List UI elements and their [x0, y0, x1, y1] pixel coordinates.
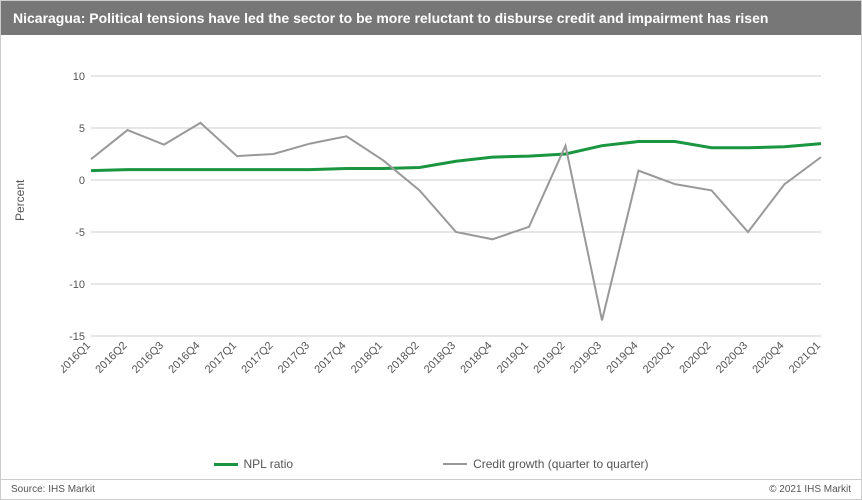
svg-text:2018Q4: 2018Q4	[458, 340, 494, 376]
legend-item: Credit growth (quarter to quarter)	[443, 457, 648, 471]
line-chart: -15-10-505102016Q12016Q22016Q32016Q42017…	[61, 66, 831, 396]
svg-text:2020Q2: 2020Q2	[677, 340, 713, 376]
footer: Source: IHS Markit © 2021 IHS Markit	[1, 479, 861, 499]
svg-text:2020Q1: 2020Q1	[641, 340, 677, 376]
svg-text:2017Q3: 2017Q3	[276, 340, 312, 376]
svg-text:2020Q4: 2020Q4	[750, 340, 786, 376]
svg-text:2017Q1: 2017Q1	[203, 340, 239, 376]
svg-text:5: 5	[79, 123, 85, 135]
svg-text:-5: -5	[75, 227, 85, 239]
svg-text:2017Q4: 2017Q4	[312, 340, 348, 376]
svg-text:2021Q1: 2021Q1	[787, 340, 823, 376]
svg-text:2016Q1: 2016Q1	[61, 340, 93, 376]
legend-swatch	[214, 463, 238, 466]
svg-text:2016Q4: 2016Q4	[166, 340, 202, 376]
svg-text:2018Q2: 2018Q2	[385, 340, 421, 376]
source-text: Source: IHS Markit	[11, 484, 95, 495]
svg-text:0: 0	[79, 175, 85, 187]
svg-text:2019Q3: 2019Q3	[568, 340, 604, 376]
y-axis-label: Percent	[13, 180, 27, 221]
copyright-text: © 2021 IHS Markit	[769, 484, 851, 495]
svg-text:2019Q1: 2019Q1	[495, 340, 531, 376]
legend-label: Credit growth (quarter to quarter)	[473, 457, 648, 471]
svg-text:2018Q1: 2018Q1	[349, 340, 385, 376]
svg-text:2019Q4: 2019Q4	[604, 340, 640, 376]
svg-text:2017Q2: 2017Q2	[239, 340, 275, 376]
svg-text:2016Q3: 2016Q3	[130, 340, 166, 376]
svg-text:2020Q3: 2020Q3	[714, 340, 750, 376]
svg-text:2019Q2: 2019Q2	[531, 340, 567, 376]
svg-text:-10: -10	[69, 279, 85, 291]
svg-text:10: 10	[73, 71, 85, 83]
legend-label: NPL ratio	[244, 457, 294, 471]
chart-title: Nicaragua: Political tensions have led t…	[1, 1, 861, 35]
legend: NPL ratio Credit growth (quarter to quar…	[1, 457, 861, 471]
legend-swatch	[443, 463, 467, 465]
svg-text:2018Q3: 2018Q3	[422, 340, 458, 376]
legend-item: NPL ratio	[214, 457, 294, 471]
svg-text:2016Q2: 2016Q2	[93, 340, 129, 376]
